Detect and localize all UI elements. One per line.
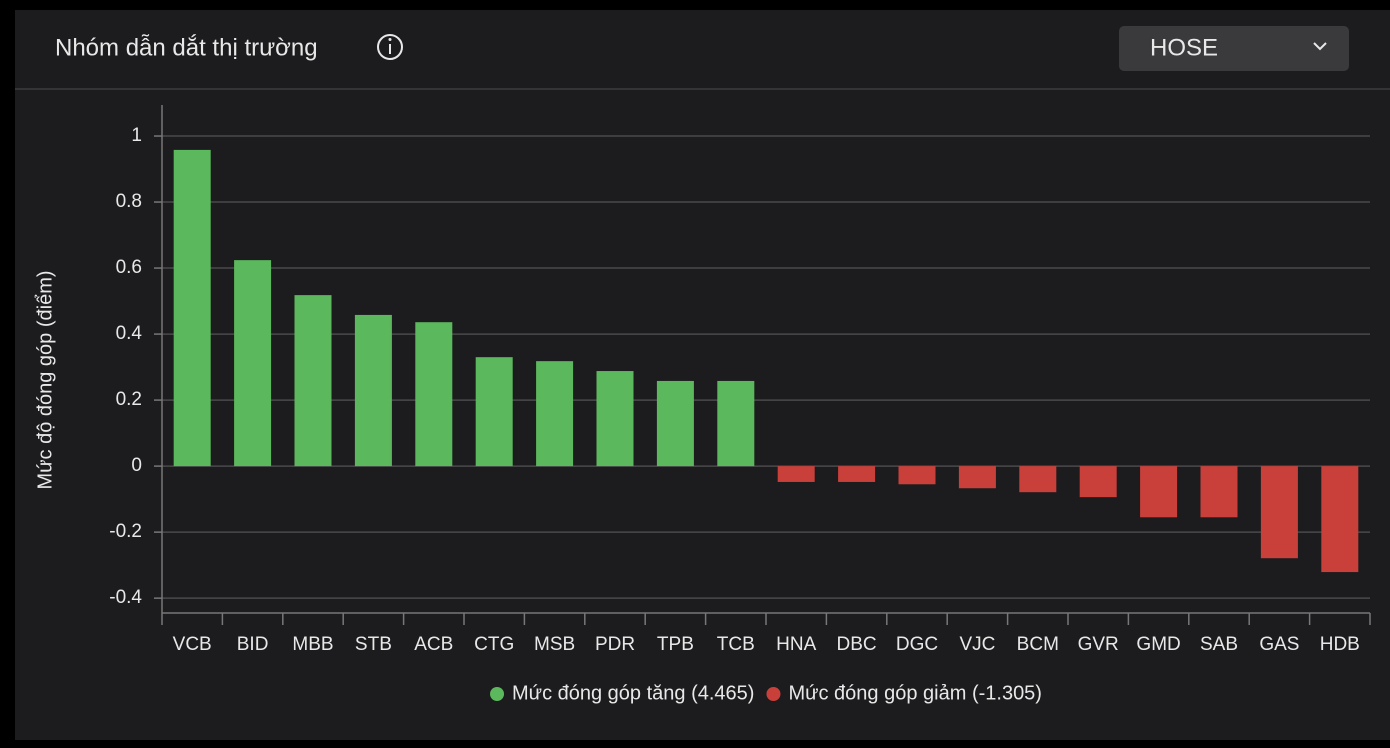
bar (596, 371, 634, 467)
x-tick-label: HDB (1320, 634, 1360, 655)
x-tick-label: DBC (837, 634, 877, 655)
bar (536, 361, 574, 467)
exchange-dropdown[interactable]: HOSE (1119, 26, 1349, 71)
x-tick-label: VJC (959, 634, 995, 655)
x-tick-label: ACB (414, 634, 453, 655)
bar (1260, 466, 1298, 559)
y-tick-label: 0 (131, 455, 142, 476)
bar (173, 149, 211, 467)
legend-marker (490, 687, 505, 701)
x-tick-label: GAS (1259, 634, 1299, 655)
bar (958, 466, 996, 489)
y-axis-title: Mức độ đóng góp (điểm) (34, 270, 56, 489)
x-tick-label: MBB (292, 634, 333, 655)
bar (1321, 466, 1359, 573)
legend-label: Mức đóng góp giảm (-1.305) (788, 682, 1042, 704)
legend-marker (766, 687, 781, 701)
y-tick-label: 0.4 (116, 323, 143, 344)
bar (1200, 466, 1238, 518)
x-tick-label: VCB (173, 634, 212, 655)
x-tick-label: DGC (896, 634, 938, 655)
bar (1140, 466, 1178, 518)
x-tick-label: PDR (595, 634, 635, 655)
bar (1079, 466, 1117, 498)
y-tick-label: 0.2 (116, 389, 142, 410)
bar (656, 380, 694, 467)
y-tick-label: 1 (131, 125, 142, 146)
y-tick-label: -0.4 (109, 587, 142, 608)
x-tick-label: SAB (1200, 634, 1238, 655)
panel-title: Nhóm dẫn dắt thị trường (55, 34, 318, 61)
y-tick-label: 0.6 (116, 257, 142, 278)
x-tick-label: TCB (717, 634, 755, 655)
bar (475, 357, 513, 467)
bar (777, 466, 815, 482)
bar (1019, 466, 1057, 493)
panel (15, 10, 1390, 740)
x-tick-label: MSB (534, 634, 575, 655)
bar (898, 466, 936, 485)
x-tick-label: CTG (474, 634, 514, 655)
x-tick-label: BCM (1017, 634, 1059, 655)
bar (838, 466, 876, 482)
bar (354, 314, 392, 467)
info-icon[interactable] (377, 34, 403, 60)
x-tick-label: BID (237, 634, 269, 655)
x-tick-label: TPB (657, 634, 694, 655)
y-tick-label: -0.2 (109, 521, 142, 542)
x-tick-label: GVR (1078, 634, 1119, 655)
x-tick-label: HNA (776, 634, 816, 655)
bar (234, 260, 272, 467)
x-tick-label: STB (355, 634, 392, 655)
bar (717, 380, 755, 467)
y-tick-label: 0.8 (116, 191, 142, 212)
bar (415, 322, 453, 467)
legend-label: Mức đóng góp tăng (4.465) (512, 682, 754, 704)
bar (294, 295, 332, 467)
dropdown-value: HOSE (1150, 34, 1218, 61)
x-tick-label: GMD (1136, 634, 1180, 655)
